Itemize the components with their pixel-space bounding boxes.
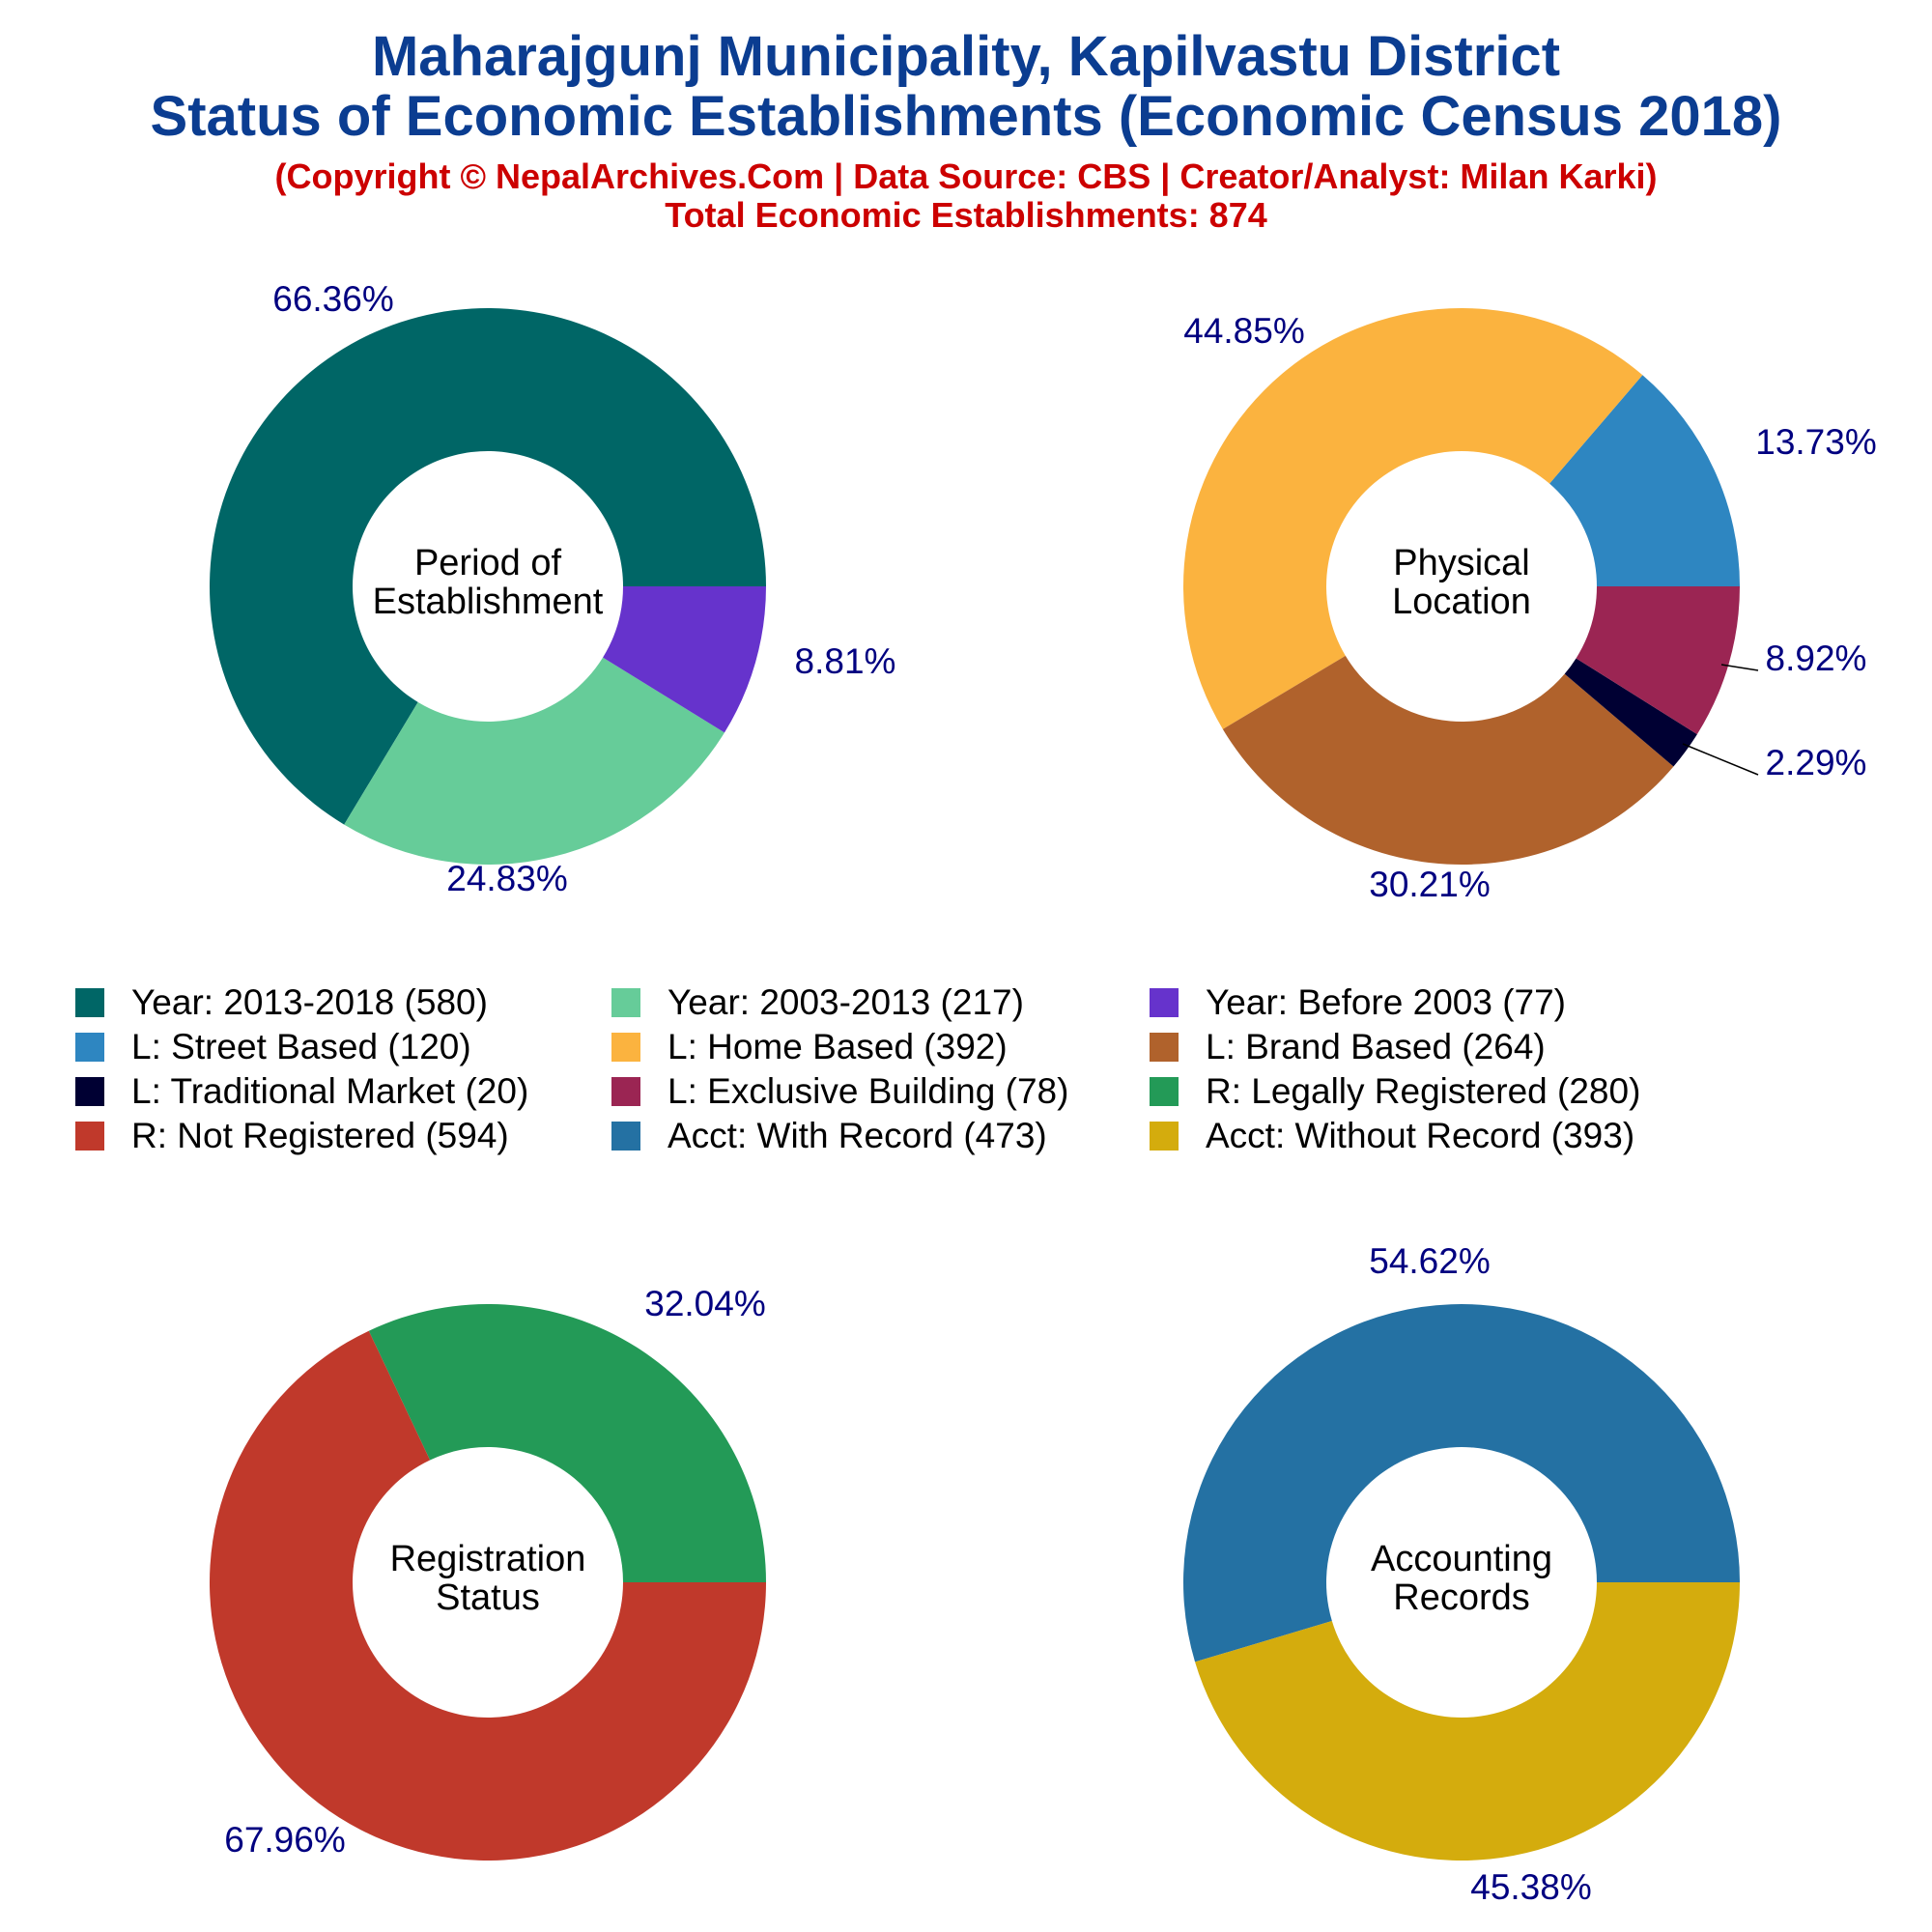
donut-center-label: Records (1393, 1577, 1530, 1618)
legend-item: Year: 2013-2018 (580) (75, 980, 488, 1025)
percent-label: 67.96% (224, 1820, 346, 1860)
donut-slice (1183, 1303, 1740, 1662)
donut-slice (1222, 655, 1674, 866)
legend-item: Year: Before 2003 (77) (1150, 980, 1566, 1025)
legend-item: L: Brand Based (264) (1150, 1025, 1546, 1069)
legend-swatch (75, 988, 104, 1017)
legend-item: L: Exclusive Building (78) (611, 1069, 1068, 1114)
legend-item: R: Legally Registered (280) (1150, 1069, 1640, 1114)
legend-row: L: Traditional Market (20) L: Exclusive … (75, 1069, 1911, 1114)
legend-label: Year: 2003-2013 (217) (668, 982, 1024, 1022)
percent-label: 54.62% (1369, 1241, 1491, 1281)
legend-label: Year: 2013-2018 (580) (131, 982, 488, 1022)
donut-slice (209, 307, 766, 825)
percent-label: 66.36% (272, 279, 394, 319)
legend-label: L: Home Based (392) (668, 1027, 1008, 1066)
donut-slice (1564, 658, 1697, 767)
legend-label: Year: Before 2003 (77) (1206, 982, 1566, 1022)
percent-label: 13.73% (1755, 422, 1877, 462)
legend-label: Acct: With Record (473) (668, 1116, 1047, 1155)
donut-slice (1576, 586, 1740, 735)
legend-label: Acct: Without Record (393) (1206, 1116, 1635, 1155)
donut-center-label: Registration (390, 1539, 586, 1579)
percent-label: 45.38% (1470, 1867, 1592, 1907)
percent-label: 32.04% (644, 1284, 766, 1323)
donut-slice (1549, 375, 1740, 586)
donut-center-label: Status (436, 1577, 540, 1618)
legend-swatch (611, 1033, 640, 1062)
donut-slice (603, 586, 766, 733)
legend-row: Year: 2013-2018 (580) Year: 2003-2013 (2… (75, 980, 1911, 1025)
legend-swatch (611, 988, 640, 1017)
percent-label: 30.21% (1369, 865, 1491, 904)
donut-center-label: Physical (1393, 543, 1530, 583)
legend-swatch (75, 1033, 104, 1062)
legend-label: R: Legally Registered (280) (1206, 1071, 1641, 1111)
legend-label: L: Exclusive Building (78) (668, 1071, 1069, 1111)
legend-swatch (1150, 1033, 1179, 1062)
percent-label: 8.81% (795, 641, 896, 681)
label-leader-line (1682, 743, 1759, 776)
donut-slice (1195, 1582, 1740, 1861)
legend-item: L: Home Based (392) (611, 1025, 1008, 1069)
percent-label: 8.92% (1766, 639, 1867, 678)
legend-swatch (611, 1077, 640, 1106)
legend-item: R: Not Registered (594) (75, 1114, 509, 1158)
legend-label: R: Not Registered (594) (131, 1116, 509, 1155)
percent-label: 44.85% (1183, 311, 1305, 351)
legend-swatch (75, 1122, 104, 1151)
chart-subtitle-copyright: (Copyright © NepalArchives.Com | Data So… (274, 156, 1658, 196)
legend-row: R: Not Registered (594) Acct: With Recor… (75, 1114, 1911, 1158)
donut-center-label: Period of (414, 543, 562, 583)
percent-label: 24.83% (446, 859, 568, 898)
legend-item: Acct: With Record (473) (611, 1114, 1047, 1158)
donut-center-label: Accounting (1371, 1539, 1552, 1579)
legend-item: L: Traditional Market (20) (75, 1069, 528, 1114)
legend-label: L: Street Based (120) (131, 1027, 471, 1066)
legend-item: L: Street Based (120) (75, 1025, 471, 1069)
chart-title-line-2: Status of Economic Establishments (Econo… (150, 85, 1782, 148)
legend-swatch (1150, 1122, 1179, 1151)
donut-slice (1182, 307, 1643, 729)
donut-center-label: Establishment (373, 582, 604, 622)
legend-swatch (1150, 988, 1179, 1017)
legend-row: L: Street Based (120) L: Home Based (392… (75, 1025, 1911, 1069)
label-leader-line (1720, 664, 1759, 671)
donut-center-label: Location (1392, 582, 1531, 622)
legend-swatch (1150, 1077, 1179, 1106)
legend-label: L: Brand Based (264) (1206, 1027, 1546, 1066)
legend-label: L: Traditional Market (20) (131, 1071, 529, 1111)
chart-subtitle-total: Total Economic Establishments: 874 (665, 195, 1267, 235)
legend-item: Year: 2003-2013 (217) (611, 980, 1024, 1025)
legend-item: Acct: Without Record (393) (1150, 1114, 1634, 1158)
chart-title-line-1: Maharajgunj Municipality, Kapilvastu Dis… (371, 25, 1561, 88)
percent-label: 2.29% (1766, 743, 1867, 782)
donut-slice (344, 657, 724, 865)
donut-slice (210, 1330, 767, 1861)
donut-chart: 13.73% 44.85% 30.21% 2.29% 8.92% PhysicalLoca… (1182, 307, 1877, 904)
donut-slice (368, 1303, 766, 1582)
legend-swatch (75, 1077, 104, 1106)
legend-swatch (611, 1122, 640, 1151)
legend: Year: 2013-2018 (580) Year: 2003-2013 (2… (75, 980, 1911, 1158)
